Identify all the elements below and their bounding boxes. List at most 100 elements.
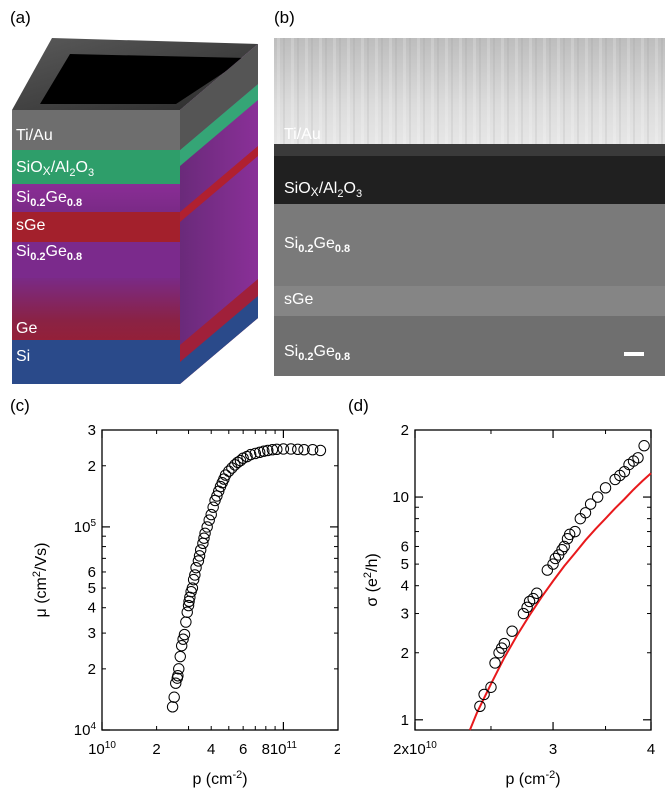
- data-point: [498, 637, 511, 650]
- panel-label-b: (b): [274, 8, 295, 27]
- data-point: [558, 540, 570, 553]
- x-tick-label: 6: [239, 741, 247, 758]
- data-point: [219, 469, 232, 481]
- y-tick-label: 104: [74, 721, 97, 739]
- y-tick-label: 5: [88, 580, 96, 597]
- data-point: [253, 446, 266, 458]
- panel-label-d: (d): [348, 396, 369, 415]
- data-point: [314, 444, 327, 457]
- y-axis-label: σ (e2/h): [362, 553, 381, 606]
- data-point: [207, 501, 219, 513]
- data-point: [205, 508, 217, 521]
- data-point: [170, 677, 182, 689]
- y-tick-label: 2: [88, 661, 96, 678]
- y-tick-label: 6: [401, 538, 409, 555]
- y-tick-label: 2: [401, 422, 409, 439]
- data-point: [599, 482, 612, 494]
- data-point: [298, 443, 310, 456]
- layer-stack-diagram: Ti/Au SiOX/Al2O3 Si0.2Ge0.8 sGe Si0.2Ge0…: [12, 38, 258, 384]
- data-point: [556, 544, 568, 556]
- data-point: [168, 691, 180, 703]
- x-tick-label: 1010: [88, 740, 116, 758]
- x-tick-label: 2x1010: [393, 740, 437, 758]
- panel-label-c: (c): [10, 396, 30, 415]
- data-point: [485, 681, 497, 693]
- layer-tiau: [12, 110, 180, 150]
- data-point: [618, 465, 631, 478]
- y-tick-label: 3: [401, 606, 409, 623]
- sem-label-tiau: Ti/Au: [284, 126, 321, 143]
- data-point: [632, 452, 644, 464]
- data-point: [271, 443, 283, 456]
- data-point: [584, 498, 597, 510]
- data-point: [579, 507, 592, 519]
- plot-frame: [414, 429, 652, 731]
- data-point: [229, 459, 241, 471]
- conductivity-plot: 2x1010 3 4 1 2 3 4 56 10 2 p (cm-2) σ (e2/h): [362, 422, 655, 788]
- y-tick-label: 3: [88, 625, 96, 642]
- y-tick-label: 4: [401, 578, 409, 595]
- data-point: [172, 670, 184, 682]
- data-point: [178, 628, 191, 641]
- panel-label-a: (a): [10, 8, 31, 27]
- layer-si: [12, 340, 180, 384]
- data-point: [563, 528, 576, 541]
- y-tick-label: 5: [401, 556, 409, 573]
- stack-label-oxide: SiOX/Al2O3: [16, 159, 94, 179]
- data-point: [249, 447, 261, 460]
- data-point: [173, 663, 185, 675]
- data-point: [175, 640, 188, 652]
- stack-label-ge: Ge: [16, 320, 37, 337]
- y-tick-label: 105: [74, 518, 97, 536]
- data-point: [549, 552, 562, 565]
- y-tick-label: 1: [401, 712, 409, 729]
- data-point: [244, 448, 257, 461]
- data-point: [292, 443, 304, 456]
- data-point: [180, 616, 192, 628]
- sem-label-sge: sGe: [284, 291, 313, 308]
- data-point: [226, 462, 238, 474]
- data-point: [531, 587, 543, 599]
- layer-oxide: [12, 150, 180, 184]
- sem-cross-section: Ti/Au SiOX/Al2O3 Si0.2Ge0.8 sGe Si0.2Ge0…: [274, 38, 665, 376]
- data-point: [478, 688, 490, 701]
- stack-top-inner: [40, 54, 246, 104]
- y-tick-label: 3: [88, 422, 96, 439]
- data-point: [506, 625, 518, 637]
- x-tick-label: 8: [262, 741, 270, 758]
- data-point: [198, 532, 210, 544]
- data-point: [474, 700, 486, 712]
- data-point: [223, 465, 235, 477]
- data-point: [547, 558, 559, 570]
- data-point: [166, 701, 179, 713]
- x-axis-label: p (cm-2): [505, 769, 560, 788]
- fit-curve: [468, 472, 652, 731]
- data-point: [306, 443, 319, 456]
- data-point: [591, 491, 604, 503]
- data-point: [521, 601, 533, 613]
- stack-label-sge: sGe: [16, 217, 45, 234]
- data-point: [541, 564, 554, 576]
- y-tick-label: 6: [88, 564, 96, 581]
- data-point: [523, 595, 536, 608]
- data-point: [277, 443, 290, 455]
- scale-bar: [624, 352, 644, 356]
- data-point: [182, 599, 195, 612]
- data-point: [177, 633, 189, 645]
- data-point: [262, 444, 274, 457]
- data-point: [189, 569, 201, 581]
- y-tick-label: 2: [401, 645, 409, 662]
- x-tick-label: 2: [334, 741, 340, 758]
- data-point: [187, 573, 200, 586]
- data-point: [190, 561, 202, 574]
- data-point: [194, 544, 207, 556]
- data-point: [517, 607, 530, 620]
- data-point: [199, 527, 211, 540]
- data-point: [201, 521, 213, 533]
- data-point: [638, 440, 650, 452]
- x-tick-label: 3: [549, 741, 557, 758]
- plot-frame: [101, 429, 339, 731]
- data-point: [174, 650, 186, 663]
- stack-label-tiau: Ti/Au: [16, 127, 53, 144]
